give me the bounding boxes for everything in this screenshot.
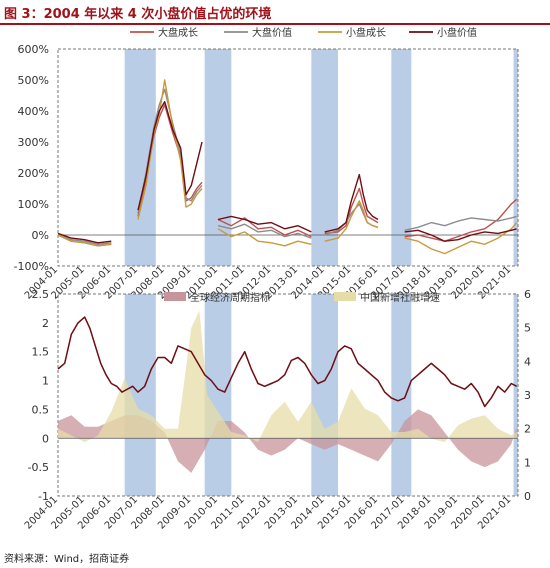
cycle-index-line xyxy=(57,316,518,408)
shade-band-top-1 xyxy=(204,49,232,266)
shade-band-bottom-3 xyxy=(391,294,412,496)
figure-title: 图 3：2004 年以来 4 次小盘价值占优的环境 xyxy=(4,7,272,22)
y-tick-label-left: 1.5 xyxy=(32,346,50,359)
y-tick-label-top: 600% xyxy=(18,43,49,56)
plot-frame-top xyxy=(57,48,519,267)
y-tick-label-right: 6 xyxy=(524,288,531,301)
y-tick-label-top: 500% xyxy=(18,74,49,87)
y-tick-label-right: 5 xyxy=(524,322,531,335)
y-tick-label-left: 2 xyxy=(42,317,49,330)
y-tick-label-left: -0.5 xyxy=(28,461,49,474)
y-tick-label-right: 3 xyxy=(524,389,531,402)
figure-title-bar: 图 3：2004 年以来 4 次小盘价值占优的环境 xyxy=(0,0,550,22)
y-tick-label-right: 2 xyxy=(524,423,531,436)
area-全球经济周期指标 xyxy=(58,409,517,473)
shade-band-bottom-2 xyxy=(311,294,338,496)
legend-swatch-bottom xyxy=(334,292,356,301)
legend-label-bottom: 中国新增社融增速 xyxy=(360,291,440,304)
y-tick-label-right: 0 xyxy=(524,490,531,503)
y-tick-label-top: 400% xyxy=(18,105,49,118)
y-tick-label-left: -1 xyxy=(38,490,49,503)
y-tick-label-top: -100% xyxy=(14,260,49,273)
title-underline xyxy=(0,23,550,25)
shade-band-top-0 xyxy=(124,49,156,266)
y-tick-label-left: 0 xyxy=(42,432,49,445)
series-line-小盘价值 xyxy=(57,101,517,244)
y-tick-label-top: 200% xyxy=(18,167,49,180)
y-tick-label-top: 100% xyxy=(18,198,49,211)
legend-swatch-bottom xyxy=(164,292,186,301)
legend-label-bottom: 全球经济周期指标 xyxy=(190,291,270,304)
y-tick-label-right: 1 xyxy=(524,456,531,469)
legend-label-top: 大盘价值 xyxy=(252,26,292,39)
shade-band-top-3 xyxy=(391,49,412,266)
series-line-小盘成长 xyxy=(57,79,518,255)
shade-band-bottom-4 xyxy=(513,294,518,496)
plot-frame-bottom xyxy=(57,293,519,497)
y-tick-label-left: 0.5 xyxy=(32,403,50,416)
y-tick-label-left: 1 xyxy=(42,375,49,388)
y-tick-label-top: 300% xyxy=(18,136,49,149)
area-中国新增社融增速 xyxy=(58,310,517,443)
y-tick-label-right: 4 xyxy=(524,355,531,368)
source-note: 资料来源：Wind，招商证券 xyxy=(4,554,130,565)
shade-band-bottom-1 xyxy=(204,294,232,496)
shade-band-top-2 xyxy=(311,49,338,266)
y-tick-label-top: 0% xyxy=(32,229,49,242)
legend-label-top: 小盘成长 xyxy=(346,26,386,39)
shade-band-top-4 xyxy=(513,49,518,266)
legend-label-top: 小盘价值 xyxy=(437,26,477,39)
y-tick-label-left: 2.5 xyxy=(32,288,50,301)
legend-label-top: 大盘成长 xyxy=(158,26,198,39)
